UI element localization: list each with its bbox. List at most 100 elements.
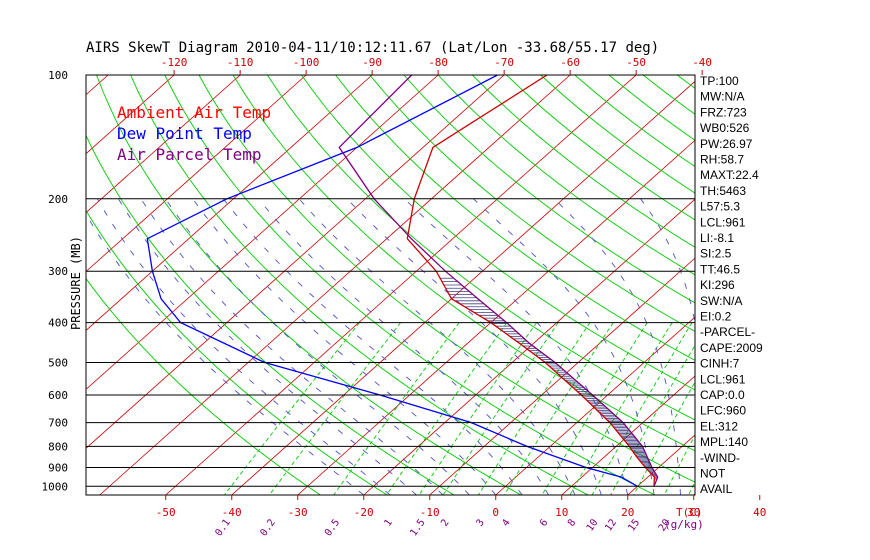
mixing-ratio-label: 4 — [500, 517, 512, 528]
dry-adiabat-line — [506, 75, 695, 221]
legend: Ambient Air Temp Dew Point Temp Air Parc… — [117, 103, 271, 164]
parameter-item: PW:26.97 — [700, 137, 753, 151]
mixing-ratio-label: 3 — [474, 517, 486, 528]
bottom-tick-label: -50 — [156, 506, 176, 519]
mixing-ratio-label: 0.5 — [323, 517, 342, 538]
top-tick-label: -110 — [227, 56, 254, 69]
mixing-ratio-line — [633, 381, 695, 495]
y-axis-label: PRESSURE (MB) — [69, 236, 83, 330]
top-tick-label: -80 — [428, 56, 448, 69]
isotherm-line — [0, 75, 42, 495]
parameter-item: CINH:7 — [700, 357, 740, 371]
isotherm-line — [86, 75, 307, 273]
axes-labels: -120 -110 -100 -90 -80 -70 -60 -50 -40-50 -40 -30-… — [156, 56, 767, 539]
parameter-item: EI:0.2 — [700, 310, 732, 324]
moist-adiabat-line — [222, 198, 523, 495]
isotherm-line — [297, 139, 695, 495]
mixing-ratio-line — [503, 322, 614, 495]
dry-adiabat-line — [814, 75, 870, 495]
isotherm-line — [561, 375, 695, 495]
isotherm-line — [429, 257, 695, 495]
moist-adiabat-line — [404, 198, 629, 495]
dry-adiabat-line — [164, 75, 656, 495]
parameter-item: EL:312 — [700, 419, 738, 433]
moist-adiabat-line — [97, 198, 391, 495]
bottom-tick-label: 10 — [555, 506, 568, 519]
moist-adiabat-line — [760, 199, 784, 495]
isotherm-line — [826, 75, 870, 495]
mixing-ratio-line — [418, 322, 537, 495]
mixing-ratio-label: 8 — [566, 517, 578, 528]
isotherm-line — [760, 75, 870, 495]
isotherm-line — [231, 80, 695, 495]
moist-adiabat-line — [257, 198, 549, 495]
dry-adiabat-line — [266, 75, 695, 421]
parameter-item: TH:5463 — [700, 184, 746, 198]
dry-adiabat-line — [848, 75, 870, 495]
isotherm-line — [86, 75, 373, 331]
dry-adiabat-line — [746, 75, 870, 495]
mixing-ratio-label: 0.1 — [213, 517, 232, 538]
mixing-ratio-line — [333, 322, 460, 495]
moist-adiabat-line — [118, 198, 417, 495]
dry-adiabat-line — [780, 75, 870, 495]
parameter-item: MPL:140 — [700, 435, 748, 449]
parameter-item: CAPE:2009 — [700, 341, 763, 355]
mixing-ratio-line — [269, 322, 401, 495]
top-tick-label: -50 — [626, 56, 646, 69]
bottom-tick-label: -10 — [420, 506, 440, 519]
top-tick-label: -100 — [293, 56, 320, 69]
parameter-item: NOT — [700, 467, 726, 481]
temp-unit-label: T(C) — [676, 506, 703, 519]
isotherm-line — [86, 75, 241, 214]
mixing-ratio-label: 12 — [603, 517, 619, 533]
isotherm-line — [495, 316, 695, 495]
pressure-lines: 100 200 300 400 500 600 700 800 900 1000 — [42, 69, 695, 493]
moist-adiabat-line — [640, 198, 695, 325]
parameter-item: LCL:961 — [700, 215, 746, 229]
isotherm-line — [86, 75, 505, 449]
parameter-item: LI:-8.1 — [700, 231, 734, 245]
isotherm-line — [86, 75, 175, 155]
pressure-tick-label: 300 — [48, 265, 68, 278]
mixing-ratio-line — [541, 322, 648, 495]
dry-adiabat-line — [642, 75, 695, 115]
moist-adiabat-line — [553, 198, 681, 495]
dry-adiabat-line — [471, 75, 695, 248]
ambient-temp-curve — [406, 75, 656, 487]
mixing-ratio-line — [610, 344, 695, 495]
plot-frame — [85, 74, 696, 496]
pressure-tick-label: 700 — [48, 417, 68, 430]
mixing-ratio-unit-label: (g/kg) — [664, 518, 704, 531]
moist-adiabat-line — [86, 213, 364, 495]
dewpoint-curve — [146, 75, 638, 487]
profile-curves — [146, 75, 659, 487]
dry-adiabat-line — [130, 75, 589, 495]
dry-adiabat-line — [86, 209, 388, 495]
mixing-ratio-line — [478, 322, 591, 495]
pressure-tick-label: 500 — [48, 356, 68, 369]
bottom-tick-label: 30 — [687, 506, 700, 519]
legend-dewpoint: Dew Point Temp — [117, 124, 252, 143]
pressure-tick-label: 600 — [48, 389, 68, 402]
pressure-tick-label: 200 — [48, 193, 68, 206]
cape-hatch-area — [440, 277, 658, 480]
parameter-item: RH:58.7 — [700, 153, 744, 167]
mixing-ratio-line — [591, 322, 693, 495]
isotherm-line — [165, 75, 637, 495]
mixing-ratio-label: 6 — [538, 517, 550, 528]
mixing-ratio-label: 0.2 — [258, 517, 277, 538]
bottom-tick-label: -20 — [354, 506, 374, 519]
isotherm-line — [86, 75, 109, 96]
mixing-ratio-label: 15 — [626, 517, 642, 533]
chart-title: AIRS SkewT Diagram 2010-04-11/10:12:11.6… — [86, 40, 659, 56]
moist-adiabat-line — [346, 198, 602, 495]
mixing-ratio-label: 10 — [585, 517, 601, 533]
mixing-ratio-label: 1.5 — [408, 517, 427, 538]
isotherm-line — [99, 75, 571, 495]
pressure-tick-label: 100 — [48, 69, 68, 82]
bottom-tick-label: 20 — [621, 506, 634, 519]
moist-adiabat-line — [473, 198, 655, 495]
